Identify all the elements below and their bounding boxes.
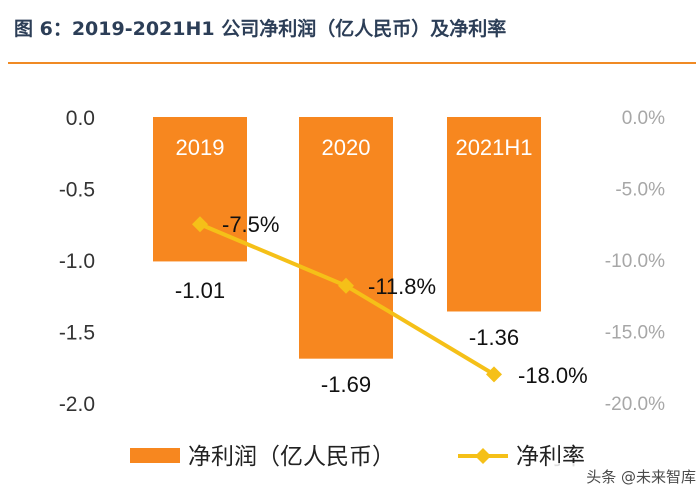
line-marker: [338, 277, 354, 294]
y-left-tick: 0.0: [66, 107, 95, 130]
y-left-tick: -1.0: [59, 250, 95, 273]
bar-2021H1: [447, 117, 541, 312]
y-left-tick: -2.0: [59, 393, 95, 416]
chart-title: 图 6：2019-2021H1 公司净利润（亿人民币）及净利率: [14, 18, 507, 40]
bar-value-label: -1.69: [321, 372, 371, 397]
category-label: 2019: [176, 135, 225, 160]
line-value-label: -11.8%: [368, 274, 436, 299]
category-label: 2021H1: [455, 135, 532, 160]
bar-2020: [299, 117, 393, 359]
y-right-tick: -20.0%: [605, 394, 665, 415]
legend-swatch-bar: [130, 448, 180, 463]
legend-marker-line: [475, 448, 491, 464]
y-right-tick: 0.0%: [622, 108, 665, 129]
line-value-label: -7.5%: [222, 212, 279, 237]
category-label: 2020: [322, 135, 371, 160]
legend-label-bar: 净利润（亿人民币）: [188, 444, 395, 470]
line-marker: [486, 366, 502, 383]
line-marker: [192, 216, 208, 233]
line-value-label: -18.0%: [518, 363, 588, 388]
bar-value-label: -1.36: [469, 325, 519, 350]
watermark: 头条 @未来智库: [586, 468, 696, 486]
bar-value-label: -1.01: [175, 278, 225, 303]
title-divider: [8, 62, 696, 64]
watermark-backdrop: [552, 463, 700, 489]
y-left-tick: -0.5: [59, 179, 95, 202]
y-left-tick: -1.5: [59, 322, 95, 345]
y-right-tick: -15.0%: [605, 323, 665, 344]
y-right-tick: -5.0%: [615, 180, 665, 201]
y-right-tick: -10.0%: [605, 251, 665, 272]
